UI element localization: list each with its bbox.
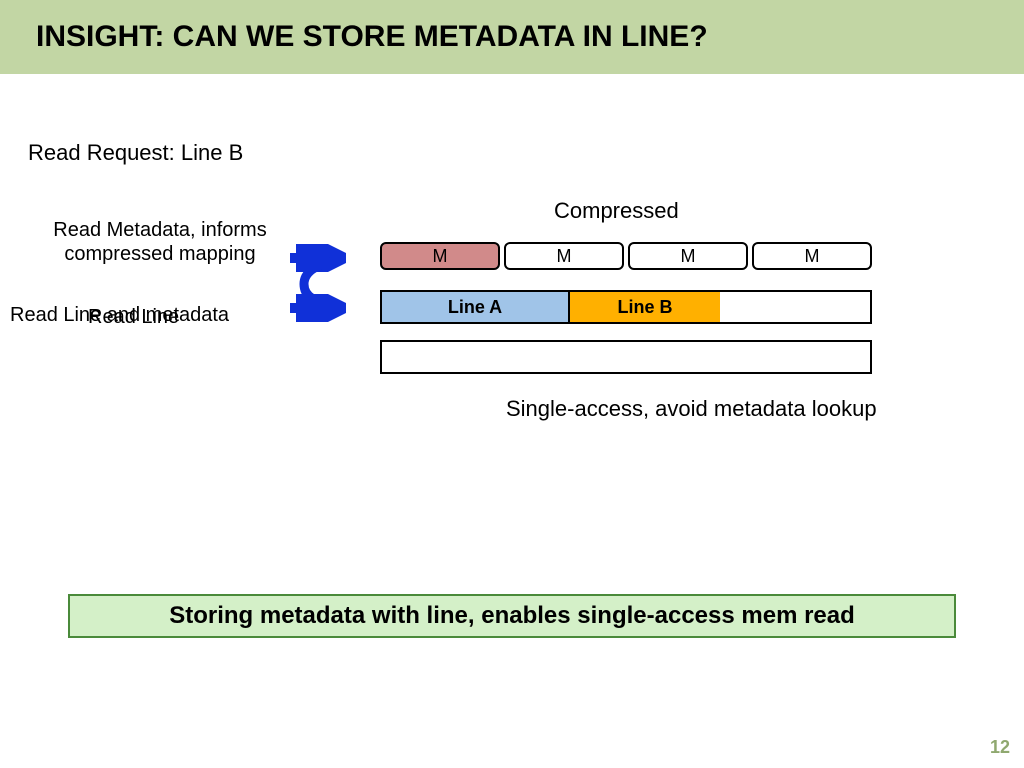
empty-row xyxy=(380,340,872,374)
line-cell: Line A xyxy=(382,292,570,322)
line-row: Line ALine B xyxy=(380,290,872,324)
compressed-label: Compressed xyxy=(554,198,679,224)
read-metadata-label: Read Metadata, informs compressed mappin… xyxy=(40,218,280,266)
metadata-cell: M xyxy=(504,242,624,270)
arrow-to-line-icon xyxy=(288,294,346,322)
footer-text: Storing metadata with line, enables sing… xyxy=(169,602,855,630)
line-cell: Line B xyxy=(570,292,720,322)
metadata-cell: M xyxy=(380,242,500,270)
slide-title: INSIGHT: CAN WE STORE METADATA IN LINE? xyxy=(36,20,708,54)
read-request-label: Read Request: Line B xyxy=(28,140,243,166)
footer-conclusion-box: Storing metadata with line, enables sing… xyxy=(68,594,956,638)
metadata-row: MMMM xyxy=(380,242,876,270)
page-number: 12 xyxy=(990,737,1010,758)
metadata-cell: M xyxy=(752,242,872,270)
title-bar: INSIGHT: CAN WE STORE METADATA IN LINE? xyxy=(0,0,1024,74)
metadata-cell: M xyxy=(628,242,748,270)
single-access-label: Single-access, avoid metadata lookup xyxy=(506,396,877,422)
read-line-label: Read Line xyxy=(88,306,179,329)
